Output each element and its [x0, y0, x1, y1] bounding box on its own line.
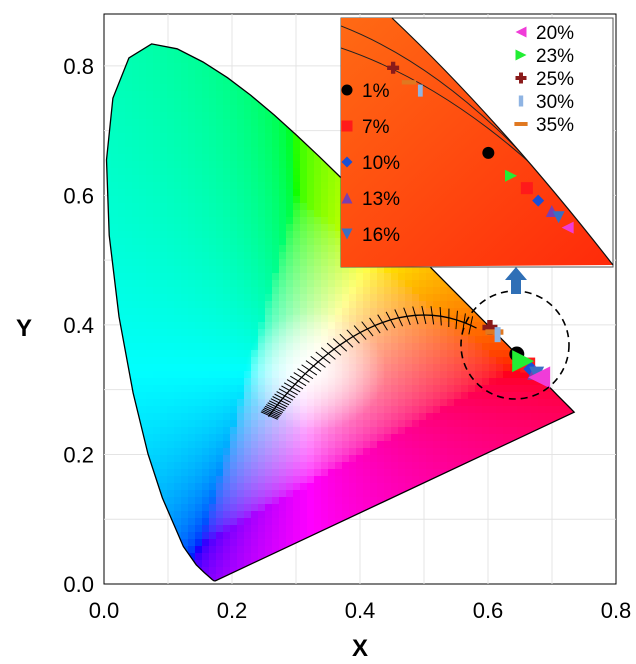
y-axis-tick-labels: 0.0 0.2 0.4 0.6 0.8: [63, 54, 94, 597]
legend-marker-30pct: [518, 95, 524, 107]
data-markers: [482, 320, 551, 389]
legend: 1% 7% 10% 13% 16% 20%23%25%30%35%: [341, 23, 574, 246]
legend-marker-7pct: [341, 120, 353, 132]
legend-marker-10pct: [341, 156, 353, 168]
legend-label: 7%: [362, 117, 390, 138]
y-tick-label: 0.4: [63, 313, 94, 338]
legend-label: 23%: [536, 46, 574, 67]
inset-point-23pct: [505, 169, 517, 182]
legend-label: 10%: [362, 153, 400, 174]
inset-point-10pct: [532, 194, 545, 207]
legend-label: 13%: [362, 189, 400, 210]
legend-marker-23pct: [515, 49, 527, 61]
legend-label: 16%: [362, 225, 400, 246]
inset-point-25pct: [387, 61, 400, 74]
legend-marker-20pct: [515, 26, 527, 38]
data-point-25pct: [482, 320, 498, 335]
legend-marker-35pct: [514, 122, 528, 126]
data-point-20pct: [528, 366, 551, 389]
legend-label: 1%: [362, 81, 390, 102]
data-point-30pct: [494, 327, 501, 343]
legend-label: 20%: [536, 23, 574, 44]
x-tick-label: 0.4: [345, 598, 376, 623]
y-tick-label: 0.6: [63, 183, 94, 208]
x-axis-tick-labels: 0.0 0.2 0.4 0.6 0.8: [89, 598, 632, 623]
x-tick-label: 0.0: [89, 598, 120, 623]
legend-label: 35%: [536, 115, 574, 136]
inset-point-16pct: [552, 211, 565, 224]
data-point-35pct: [485, 329, 504, 335]
inset-point-20pct: [561, 221, 574, 234]
legend-label: 25%: [536, 69, 574, 90]
y-tick-label: 0.8: [63, 54, 94, 79]
legend-marker-25pct: [515, 72, 527, 84]
inset-zoom: 1% 7% 10% 13% 16% 20%23%25%30%35%: [340, 17, 614, 268]
inset-point-1pct: [482, 146, 495, 159]
legend-marker-13pct: [341, 192, 353, 204]
x-axis-title: X: [352, 635, 368, 662]
planckian-locus: [260, 305, 477, 420]
inset-point-35pct: [401, 80, 417, 85]
legend-label: 30%: [536, 92, 574, 113]
x-tick-label: 0.2: [217, 598, 248, 623]
x-tick-label: 0.6: [473, 598, 504, 623]
legend-marker-1pct: [341, 84, 353, 96]
y-tick-label: 0.2: [63, 442, 94, 467]
inset-point-7pct: [520, 182, 533, 195]
x-tick-label: 0.8: [601, 598, 632, 623]
y-axis-title: Y: [16, 315, 32, 342]
data-point-23pct: [512, 350, 535, 373]
legend-marker-16pct: [341, 228, 353, 240]
up-arrow-icon: [505, 267, 527, 294]
inset-point-30pct: [417, 84, 423, 97]
y-tick-label: 0.0: [63, 572, 94, 597]
